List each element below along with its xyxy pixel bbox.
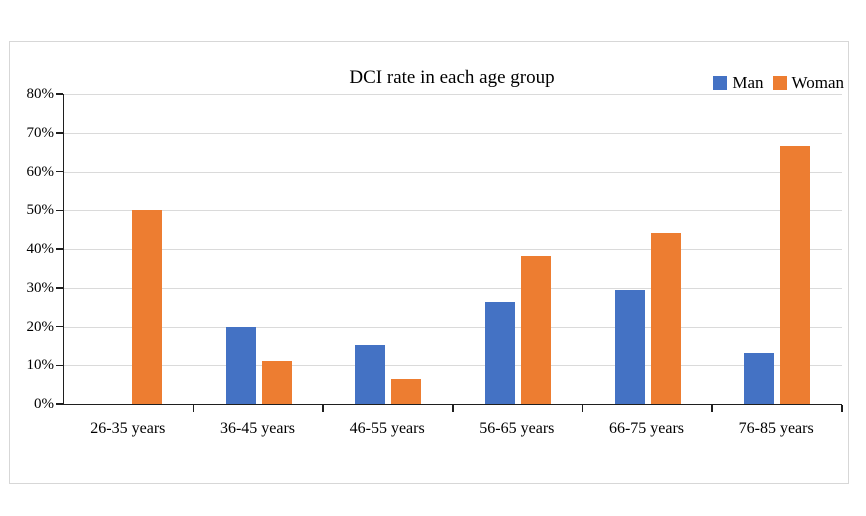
x-tick-label: 56-65 years [479,420,555,437]
x-axis-tick [841,405,843,412]
y-tick-label: 50% [26,202,55,219]
y-axis-tick [56,325,63,328]
y-axis-tick [56,287,63,289]
plot-area [63,94,842,405]
y-tick-label: 10% [26,357,55,374]
bar-woman-56-65 [520,255,551,404]
legend-item-man: Man [713,73,764,92]
x-axis-tick [711,405,713,412]
y-axis-tick [56,170,63,173]
legend-label-woman: Woman [791,73,844,92]
legend-label-man: Man [732,73,764,92]
y-tick-label: 30% [26,279,55,296]
gridline [64,94,842,95]
y-tick-label: 20% [26,318,55,335]
x-axis-tick [452,405,454,412]
y-tick-label: 40% [26,241,55,257]
x-tick-label: 76-85 years [738,420,814,437]
x-tick-label: 46-55 years [349,420,425,437]
bar-man-66-75 [614,290,645,404]
y-axis-tick [56,364,63,366]
gridline [64,326,842,328]
gridline [64,287,842,289]
bar-man-76-85 [744,352,775,404]
woman-color-swatch-icon [772,75,787,90]
bar-man-56-65 [484,302,515,404]
y-tick-label: 70% [26,124,55,141]
gridline [64,132,842,134]
x-axis-tick [192,405,195,412]
x-axis-tick [581,405,584,412]
x-tick-label: 36-45 years [219,420,296,437]
bar-man-36-45 [225,326,256,404]
gridline [64,171,842,173]
chart-title: DCI rate in each age group [349,67,555,88]
y-axis-tick [56,132,63,134]
bar-woman-36-45 [261,360,292,404]
x-tick-label: 66-75 years [608,420,685,437]
bar-woman-26-35 [131,210,162,404]
legend: Man Woman [713,73,844,92]
bar-man-46-55 [355,345,386,404]
y-axis-tick [56,93,63,95]
man-color-swatch-icon [713,75,728,90]
gridline [64,210,842,212]
y-axis-tick [56,403,63,405]
bar-woman-66-75 [650,233,681,404]
bar-woman-46-55 [391,378,422,404]
y-tick-label: 0% [34,396,54,412]
x-tick-label: 26-35 years [90,420,166,437]
y-tick-label: 80% [26,86,55,102]
gridline [64,249,842,250]
legend-item-woman: Woman [772,73,844,92]
y-axis-tick [56,209,63,211]
y-axis-tick [56,248,63,250]
gridline [64,365,842,367]
chart-container: DCI rate in each age group Man Woman 0% 1… [9,41,849,484]
x-axis-tick [322,405,324,412]
y-tick-label: 60% [26,163,55,180]
bar-woman-76-85 [780,145,811,404]
